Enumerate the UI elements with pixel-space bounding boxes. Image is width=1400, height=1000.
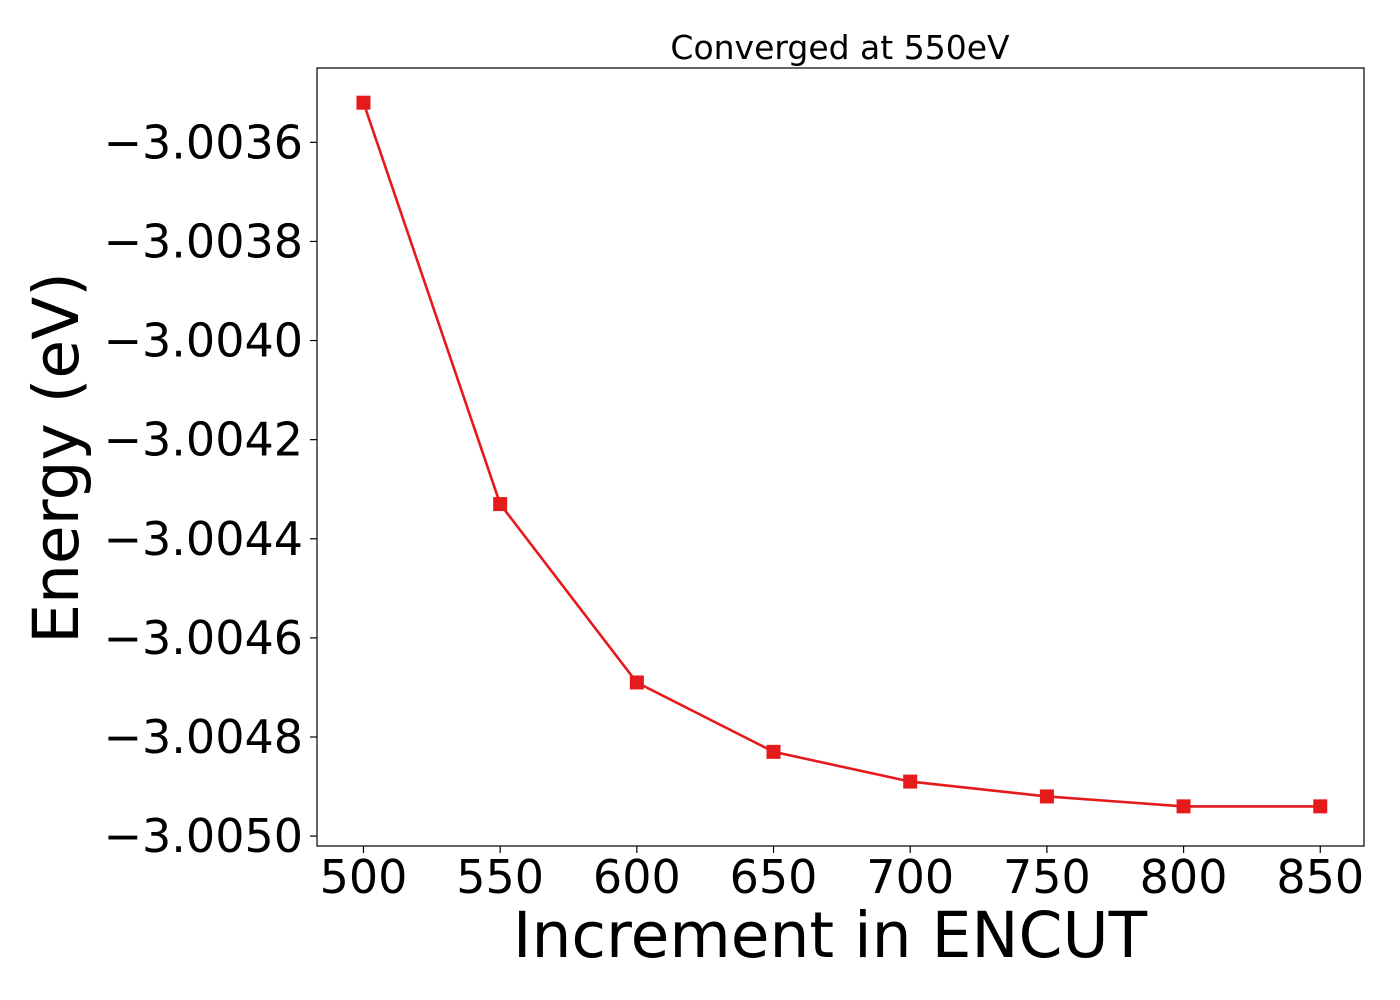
data-point-marker	[1039, 789, 1054, 804]
y-axis: −3.0036 −3.0038 −3.0040 −3.0042 −3.0044 −3.00…	[104, 115, 317, 863]
y-tick-label: −3.0046	[104, 611, 304, 665]
data-point-marker	[629, 675, 644, 690]
data-point-marker	[1176, 799, 1191, 814]
data-point-marker	[1313, 799, 1328, 814]
x-axis-label: Increment in ENCUT	[513, 899, 1148, 972]
chart-title: Converged at 550eV	[670, 28, 1010, 67]
data-point-marker	[356, 95, 371, 110]
x-tick-label: 600	[593, 850, 681, 904]
data-point-marker	[766, 744, 781, 759]
x-tick-label: 550	[456, 850, 544, 904]
data-point-marker	[903, 774, 918, 789]
y-tick-label: −3.0048	[104, 710, 304, 764]
x-tick-label: 800	[1140, 850, 1228, 904]
y-axis-label: Energy (eV)	[20, 272, 93, 644]
plot-area-frame	[316, 67, 1365, 847]
x-tick-label: 750	[1003, 850, 1091, 904]
y-tick-label: −3.0040	[104, 314, 304, 368]
x-tick-label: 650	[730, 850, 818, 904]
x-tick-label: 700	[866, 850, 954, 904]
series-layer	[356, 95, 1328, 814]
y-tick-label: −3.0050	[104, 809, 304, 863]
y-tick-label: −3.0038	[104, 214, 304, 268]
data-point-marker	[493, 497, 508, 512]
series-line	[362, 102, 1321, 808]
y-tick-label: −3.0036	[104, 115, 304, 169]
x-tick-label: 850	[1276, 850, 1364, 904]
x-axis: 500 550 600 650 700 750 800 850	[320, 846, 1364, 904]
y-tick-label: −3.0042	[104, 413, 304, 467]
y-tick-label: −3.0044	[104, 512, 304, 566]
x-tick-label: 500	[320, 850, 408, 904]
